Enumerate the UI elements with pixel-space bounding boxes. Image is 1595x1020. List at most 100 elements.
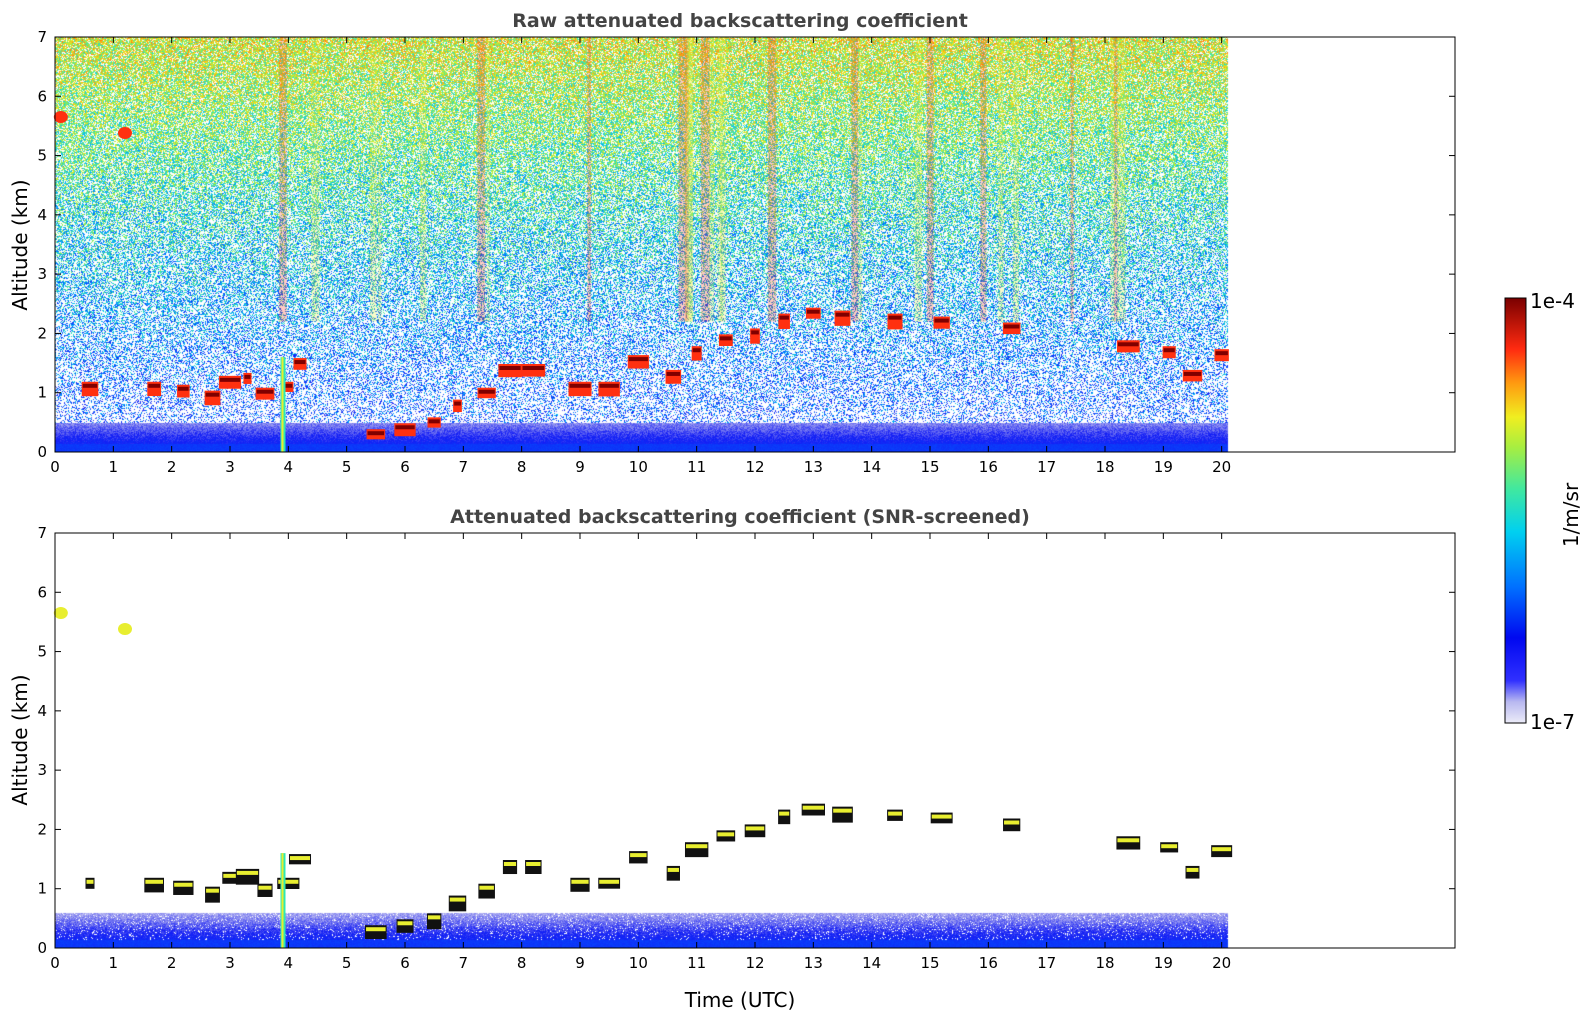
cloud-core-mark: [719, 336, 732, 341]
cloud-core-mark: [888, 315, 902, 320]
cloud-mark: [1185, 865, 1200, 879]
cloud-mark: [1003, 818, 1021, 832]
x-tick-label: 20: [1212, 458, 1231, 476]
cloud-core-mark: [395, 425, 415, 430]
cloud-core-mark: [692, 348, 701, 353]
cloud-core-mark: [751, 330, 759, 335]
x-tick-label: 5: [342, 458, 352, 476]
cloud-core-mark: [599, 383, 619, 388]
cloud-core-mark: [223, 873, 237, 878]
cloud-core-mark: [503, 862, 517, 866]
cloud-core-mark: [888, 811, 902, 816]
cloud-core-mark: [1183, 371, 1202, 376]
streak-core-mark: [281, 357, 284, 452]
x-axis-label: Time (UTC): [684, 988, 796, 1012]
x-axis: 0 1 2 3 4 5 6 7 8 9 10 11 12 13 14 15 16 17 18 19 20: [50, 37, 1231, 476]
chart-title: Attenuated backscattering coefficient (S…: [450, 506, 1030, 528]
x-tick-label: 4: [284, 458, 294, 476]
cloud-core-mark: [1215, 351, 1228, 356]
cloud-mark: [521, 364, 546, 377]
x-tick-label: 17: [1037, 458, 1056, 476]
x-tick-label: 12: [745, 458, 764, 476]
x-tick-label: 1: [109, 954, 119, 972]
y-tick-label: 5: [37, 147, 47, 165]
x-tick-label: 1: [109, 458, 119, 476]
cloud-core-mark: [779, 315, 789, 320]
cloud-core-mark: [428, 419, 440, 424]
aerosol-mark: [118, 127, 132, 140]
cloud-core-mark: [294, 360, 306, 365]
cloud-core-mark: [289, 856, 311, 861]
cloud-core-mark: [174, 882, 193, 887]
y-tick-label: 6: [37, 87, 47, 105]
x-tick-label: 19: [1154, 954, 1173, 972]
x-tick-label: 5: [342, 954, 352, 972]
cloud-mark: [933, 316, 950, 329]
cloud-core-mark: [779, 811, 790, 816]
y-tick-label: 5: [37, 643, 47, 661]
x-tick-label: 15: [920, 954, 939, 972]
x-tick-label: 4: [284, 954, 294, 972]
cloud-mark: [394, 423, 416, 437]
x-tick-label: 20: [1212, 954, 1231, 972]
x-axis: 0 1 2 3 4 5 6 7 8 9 10 11 12 13 14 15 16 17 18 19 20: [50, 533, 1231, 972]
x-tick-label: 9: [575, 458, 585, 476]
cloud-mark: [1162, 346, 1176, 359]
x-tick-label: 19: [1154, 458, 1173, 476]
cloud-core-mark: [806, 309, 820, 314]
cloud-core-mark: [685, 844, 708, 849]
cloud-core-mark: [667, 867, 679, 872]
cloud-mark: [629, 851, 648, 864]
y-tick-label: 6: [37, 583, 47, 601]
x-tick-label: 7: [459, 458, 469, 476]
colorbar-max-label: 1e-4: [1530, 289, 1575, 313]
cloud-core-mark: [934, 318, 949, 323]
cloud-core-mark: [1161, 844, 1178, 849]
x-tick-label: 12: [745, 954, 764, 972]
cloud-mark: [750, 328, 760, 344]
cloud-core-mark: [571, 879, 589, 884]
x-tick-label: 3: [225, 954, 235, 972]
cloud-mark: [453, 399, 462, 413]
cloud-core-mark: [397, 921, 413, 926]
x-tick-label: 7: [459, 954, 469, 972]
x-tick-label: 16: [979, 954, 998, 972]
x-tick-label: 15: [920, 458, 939, 476]
cloud-core-mark: [717, 832, 735, 837]
x-tick-label: 13: [804, 458, 823, 476]
y-tick-label: 7: [37, 524, 47, 542]
heatmap-marks: [53, 111, 1229, 452]
cloud-core-mark: [835, 312, 850, 317]
x-tick-label: 6: [400, 458, 410, 476]
y-tick-label: 0: [37, 443, 47, 461]
x-tick-label: 14: [862, 458, 881, 476]
cloud-core-mark: [526, 862, 541, 866]
cloud-core-mark: [1163, 348, 1175, 353]
cloud-core-mark: [256, 389, 274, 394]
aerosol-mark: [118, 623, 132, 636]
cloud-core-mark: [479, 885, 494, 890]
cloud-core-mark: [478, 389, 495, 394]
cloud-core-mark: [1004, 820, 1020, 825]
cloud-core-mark: [205, 392, 220, 397]
cloud-core-mark: [206, 888, 219, 893]
colorbar: 1e-4 1e-7 1/m/sr: [1504, 289, 1583, 734]
cloud-core-mark: [449, 897, 466, 902]
y-axis: 0 1 2 3 4 5 6 7: [37, 524, 1455, 957]
x-tick-label: 6: [400, 954, 410, 972]
cloud-core-mark: [1212, 847, 1232, 852]
x-tick-label: 2: [167, 954, 177, 972]
cloud-core-mark: [236, 870, 259, 875]
cloud-mark: [1116, 836, 1141, 850]
cloud-core-mark: [145, 879, 163, 884]
cloud-core-mark: [569, 383, 591, 388]
cloud-mark: [691, 346, 702, 361]
x-tick-label: 16: [979, 458, 998, 476]
cloud-core-mark: [666, 371, 681, 376]
y-axis-label: Altitude (km): [8, 674, 32, 805]
cloud-core-mark: [630, 853, 647, 858]
cloud-core-mark: [522, 366, 545, 370]
cloud-core-mark: [931, 814, 952, 819]
x-tick-label: 8: [517, 954, 527, 972]
